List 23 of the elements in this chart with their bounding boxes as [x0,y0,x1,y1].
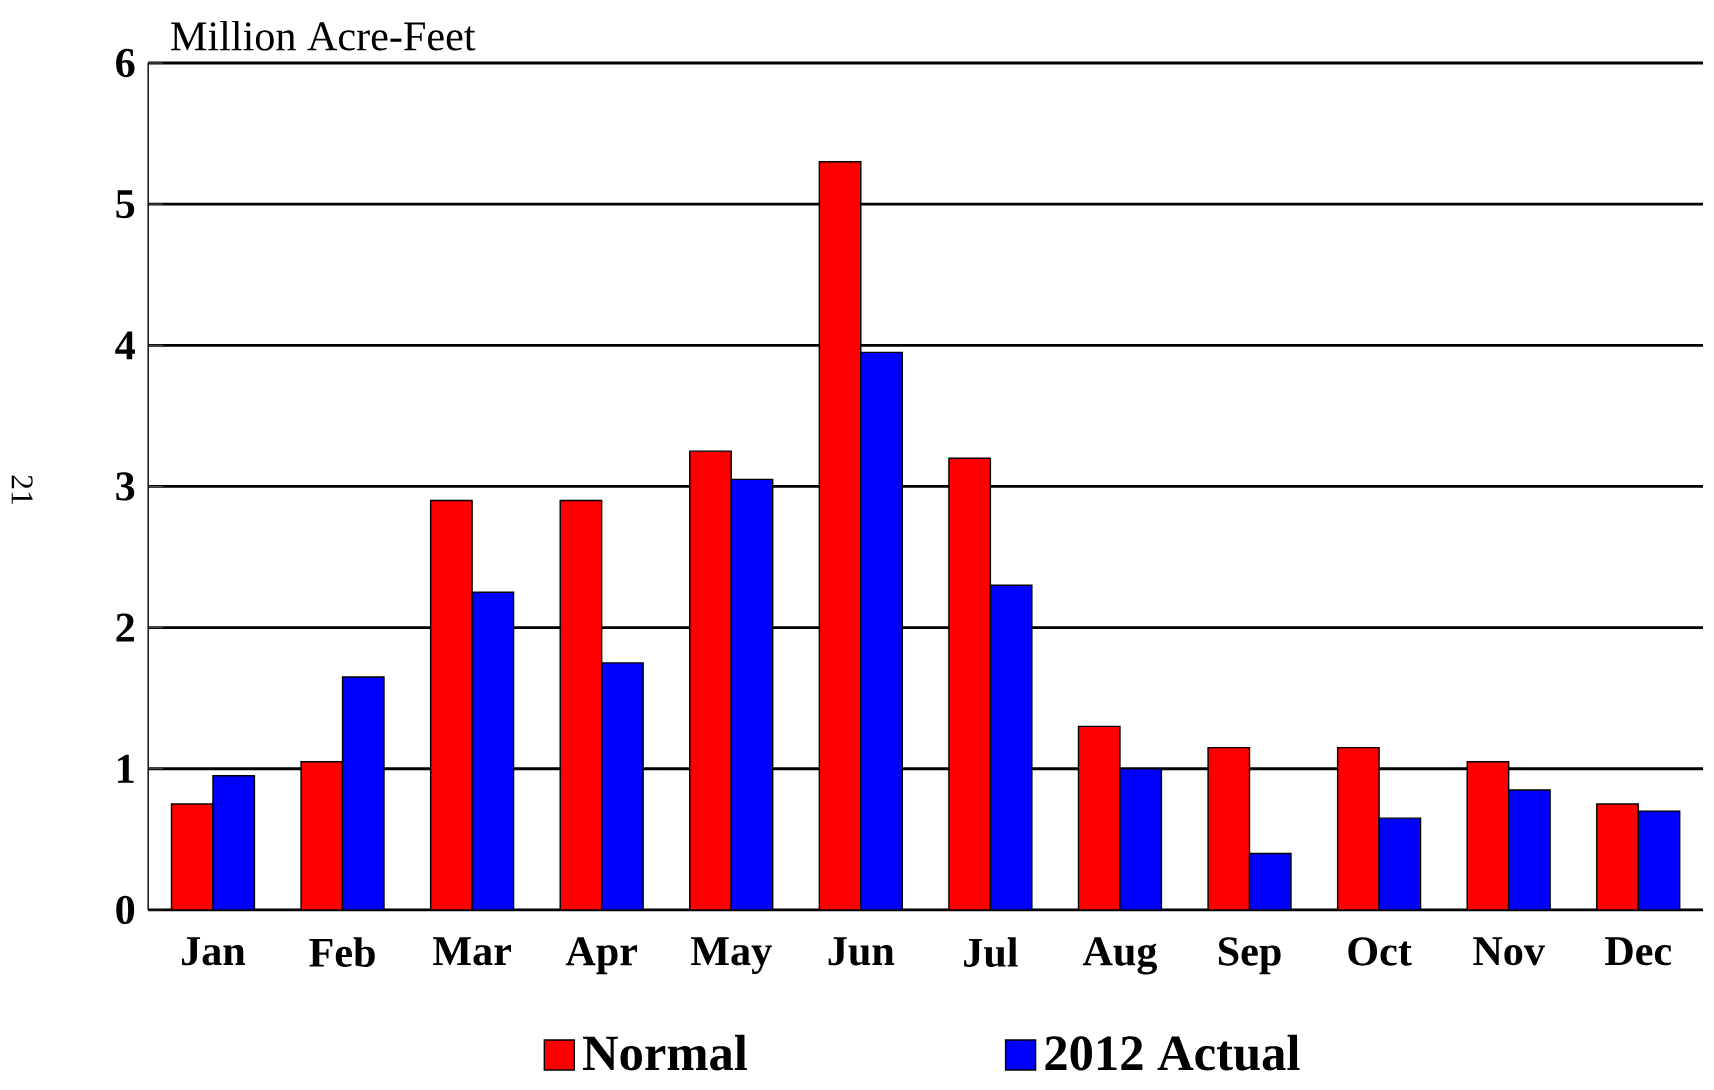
x-tick-label: Feb [309,937,375,968]
x-tick-label: Jul [964,937,1018,968]
x-tick-label: Sep [1218,937,1281,975]
x-tick-label: Mar [433,937,511,966]
legend-label: Normal [582,1034,747,1071]
text: 21 [11,475,33,504]
x-tick-label: May [690,937,772,975]
y-tick-label: 3 [116,472,135,501]
y-tick-label: 6 [116,48,135,78]
x-tick-label: Apr [565,937,638,975]
y-axis-title: Million Acre-Feet [171,20,476,51]
x-tick-label: Nov [1473,937,1545,966]
x-tick-label: Jun [828,937,895,966]
x-tick-label: Aug [1082,937,1158,975]
y-tick-label: 4 [115,331,135,360]
y-tick-label: 2 [116,613,134,642]
legend-label: 2012 Actual [1045,1034,1300,1071]
y-tick-label: 5 [116,190,135,219]
x-tick-label: Oct [1348,937,1412,966]
x-tick-label: Dec [1605,937,1672,966]
x-tick-label: Jan [182,937,246,966]
y-tick-label: 1 [118,754,134,783]
y-tick-label: 0 [116,895,135,925]
